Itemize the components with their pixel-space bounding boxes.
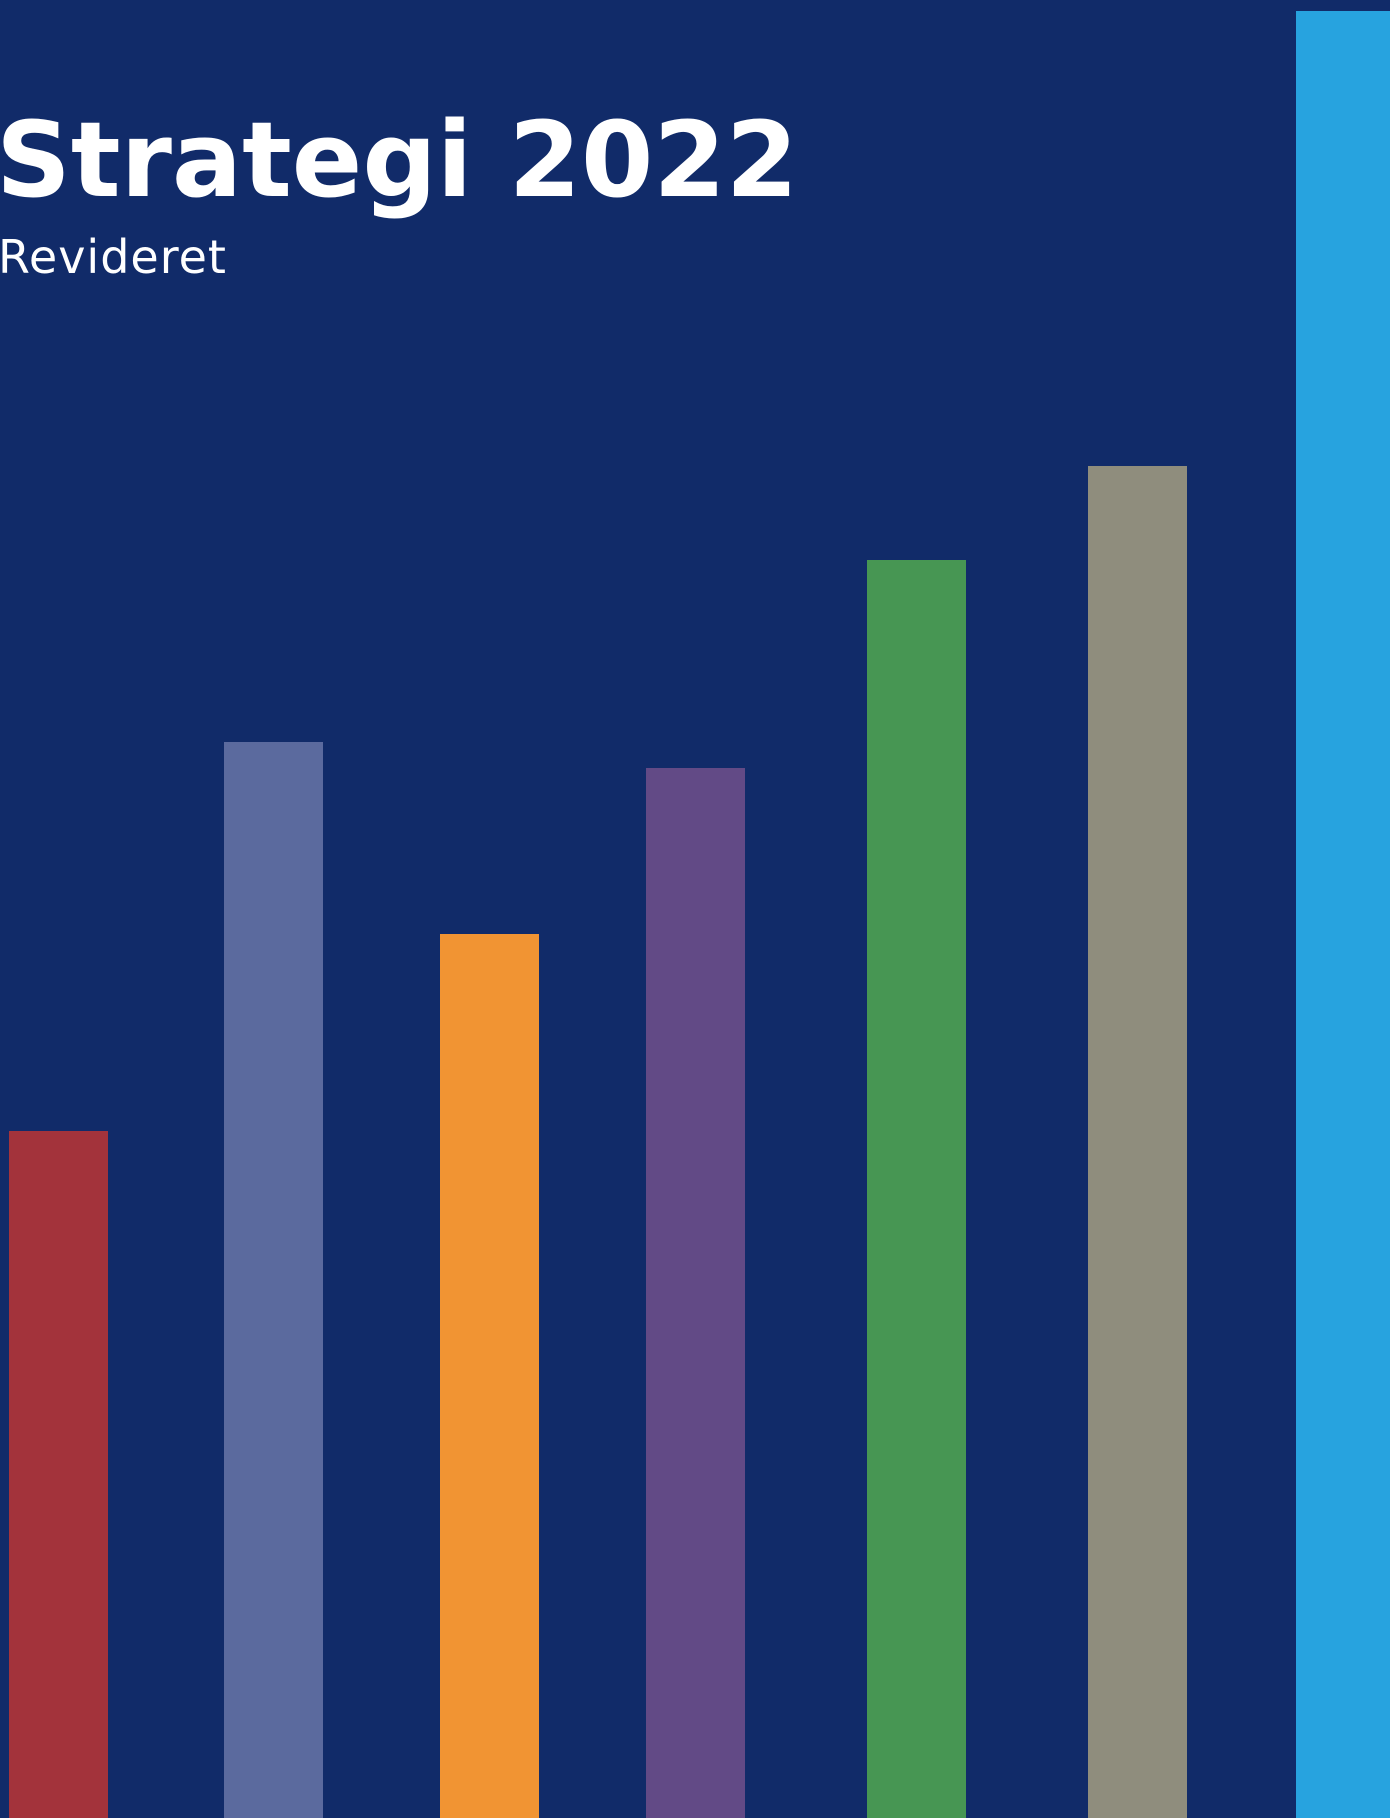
decorative-bar-slate-blue [224,742,323,1818]
decorative-bar-green [867,560,966,1818]
decorative-bar-purple [646,768,745,1818]
cover-subtitle: Revideret [0,230,227,284]
decorative-bar-orange [440,934,539,1818]
decorative-bar-grey [1088,466,1187,1818]
decorative-bar-light-blue [1296,11,1390,1818]
cover-title: Strategi 2022 [0,99,799,221]
decorative-bar-red [9,1131,108,1818]
